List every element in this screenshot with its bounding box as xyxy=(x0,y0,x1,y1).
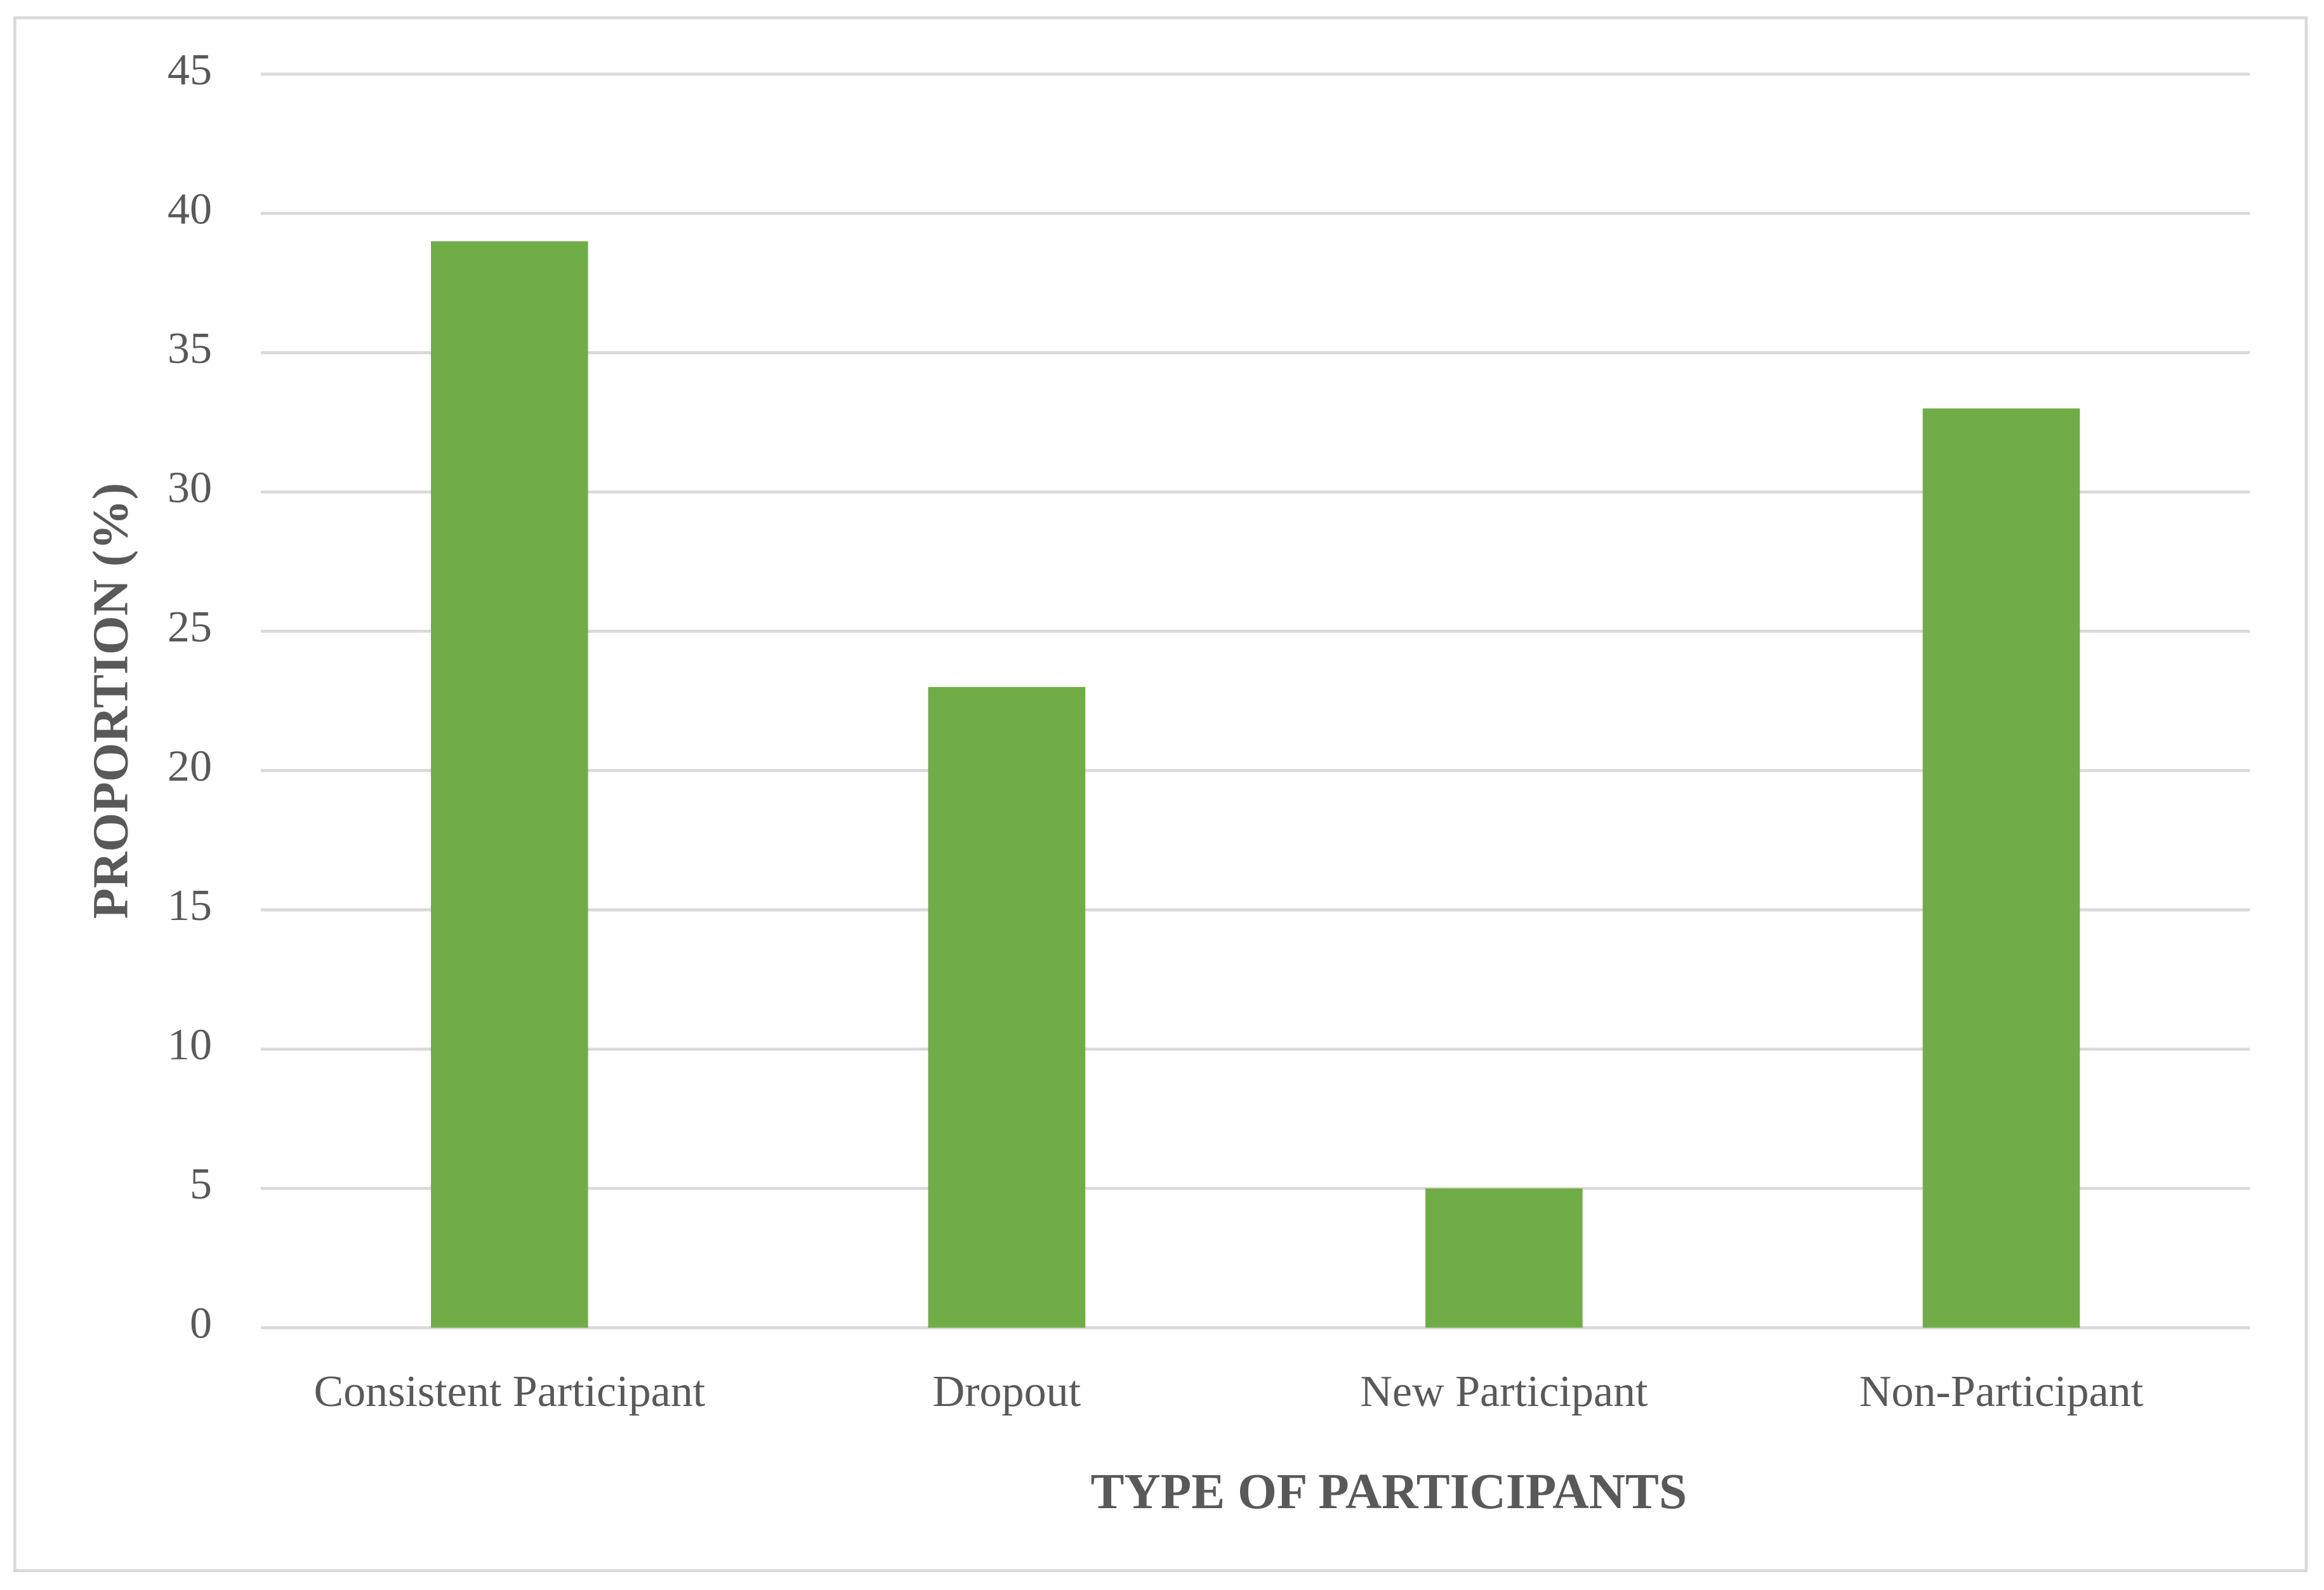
y-tick-label: 0 xyxy=(190,1299,212,1348)
bar xyxy=(928,687,1086,1328)
bar xyxy=(431,241,588,1328)
x-tick-label: New Participant xyxy=(1360,1367,1648,1416)
y-tick-label: 40 xyxy=(168,185,212,233)
y-tick-label: 35 xyxy=(168,324,212,373)
y-tick-label: 15 xyxy=(168,881,212,930)
y-tick-label: 45 xyxy=(168,46,212,95)
y-axis-title: PROPORTION (%) xyxy=(83,483,138,919)
bar xyxy=(1922,408,2080,1328)
x-tick-label: Dropout xyxy=(933,1367,1081,1416)
y-tick-label: 30 xyxy=(168,463,212,512)
x-tick-label: Non-Participant xyxy=(1859,1367,2144,1416)
y-tick-label: 25 xyxy=(168,603,212,652)
x-axis-title: TYPE OF PARTICIPANTS xyxy=(1090,1464,1687,1520)
y-tick-label: 20 xyxy=(168,742,212,791)
y-tick-label: 5 xyxy=(190,1160,212,1209)
x-tick-label: Consistent Participant xyxy=(314,1367,705,1416)
bar xyxy=(1425,1188,1583,1328)
y-tick-label: 10 xyxy=(168,1021,212,1070)
